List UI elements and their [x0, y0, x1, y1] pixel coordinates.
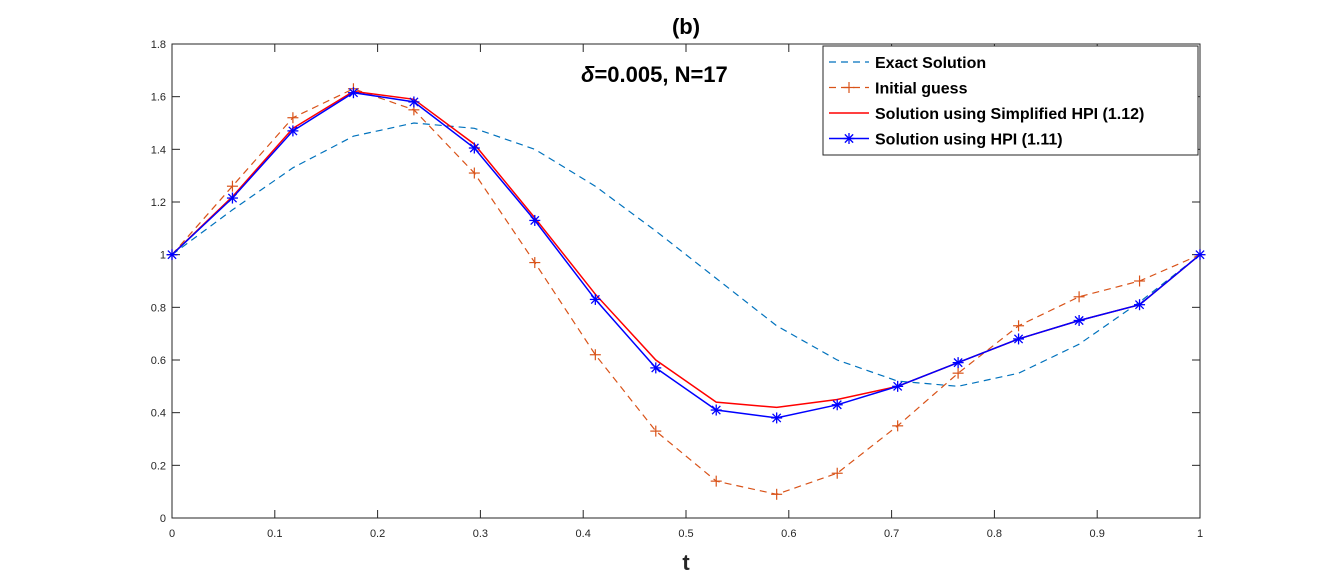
x-tick-label: 0.6 [781, 528, 796, 540]
series-line-1 [171, 88, 1201, 495]
data-point-marker [650, 362, 662, 374]
data-point-marker [710, 404, 722, 416]
data-point-marker [468, 167, 480, 179]
x-tick-label: 0 [169, 528, 175, 540]
data-point-marker [771, 412, 783, 424]
legend-label-1: Initial guess [875, 81, 968, 98]
legend: Exact Solution Initial guess Solution usin… [822, 45, 1199, 156]
chart-title: (b) [672, 14, 700, 39]
data-point-marker [831, 399, 843, 411]
annotation-text: =0.005, N=17 [594, 62, 727, 87]
x-tick-label: 0.3 [473, 528, 488, 540]
annotation-delta-symbol: δ [581, 62, 595, 87]
data-point-marker [1013, 320, 1025, 332]
x-tick-label: 0.8 [987, 528, 1002, 540]
data-point-marker [529, 257, 541, 269]
series-3 [166, 87, 1206, 424]
x-tick-label: 0.4 [576, 528, 591, 540]
x-axis-label: t [682, 550, 690, 575]
legend-label-3: Solution using HPI (1.11) [875, 132, 1063, 149]
data-point-marker [892, 420, 904, 432]
series-line-0 [171, 122, 1201, 387]
data-point-marker [226, 180, 238, 192]
y-tick-label: 0.8 [151, 302, 166, 314]
legend-item-1: Initial guess [829, 81, 968, 98]
data-point-marker [831, 467, 843, 479]
data-point-marker [1073, 315, 1085, 326]
data-point-marker [529, 214, 541, 226]
data-point-marker [589, 349, 601, 361]
y-tick-label: 1.6 [151, 92, 166, 104]
data-point-marker [1013, 333, 1025, 345]
y-tick-label: 0.6 [151, 355, 166, 367]
legend-box [822, 45, 1199, 156]
data-point-marker [589, 293, 601, 305]
data-point-marker [1073, 291, 1085, 303]
legend-marker-3 [843, 133, 855, 144]
series-line-3 [171, 91, 1201, 419]
data-point-marker [1134, 275, 1146, 287]
y-tick-label: 0.4 [151, 408, 166, 420]
data-point-marker [1134, 299, 1146, 311]
legend-marker-1 [843, 82, 855, 93]
legend-item-0: Exact Solution [829, 55, 986, 72]
y-tick-label: 1 [160, 250, 166, 262]
series-layer [166, 83, 1206, 500]
x-tick-label: 1 [1197, 528, 1203, 540]
chart-annotation: δ=0.005, N=17 [581, 62, 728, 87]
data-point-marker [408, 96, 420, 108]
legend-item-2: Solution using Simplified HPI (1.12) [829, 106, 1144, 123]
data-point-marker [287, 125, 299, 137]
legend-label-2: Solution using Simplified HPI (1.12) [875, 106, 1144, 123]
y-tick-label: 1.4 [151, 144, 166, 156]
x-tick-label: 0.1 [267, 528, 282, 540]
data-point-marker [771, 488, 783, 500]
y-tick-label: 1.2 [151, 197, 166, 209]
data-point-marker [347, 87, 359, 99]
x-tick-label: 0.7 [884, 528, 899, 540]
x-tick-label: 0.2 [370, 528, 385, 540]
data-point-marker [892, 380, 904, 392]
y-tick-label: 1.8 [151, 39, 166, 51]
y-tick-label: 0.2 [151, 460, 166, 472]
data-point-marker [166, 249, 178, 261]
x-tick-label: 0.9 [1090, 528, 1105, 540]
legend-item-3: Solution using HPI (1.11) [829, 132, 1063, 149]
data-point-marker [650, 425, 662, 437]
data-point-marker [287, 112, 299, 124]
data-point-marker [226, 192, 238, 204]
data-point-marker [710, 475, 722, 487]
x-tick-label: 0.5 [678, 528, 693, 540]
legend-label-0: Exact Solution [875, 55, 986, 72]
data-point-marker [952, 357, 964, 369]
data-point-marker [952, 367, 964, 379]
data-point-marker [1194, 249, 1206, 261]
y-tick-label: 0 [160, 513, 166, 525]
data-point-marker [468, 142, 480, 154]
series-0 [171, 122, 1201, 387]
